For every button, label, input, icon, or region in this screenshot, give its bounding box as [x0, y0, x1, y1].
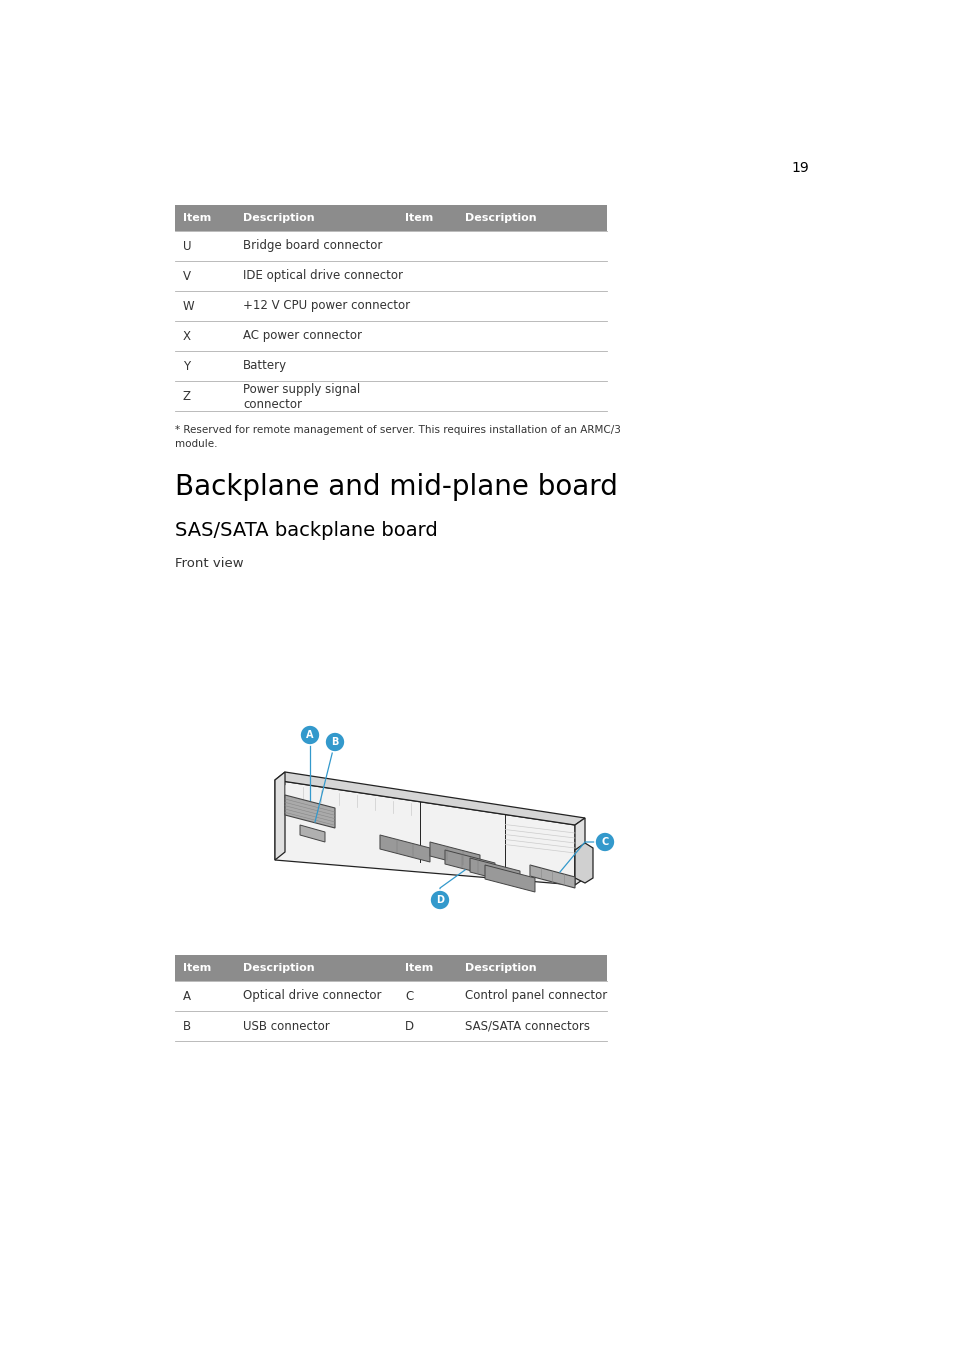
Polygon shape — [285, 794, 335, 828]
Polygon shape — [430, 842, 479, 869]
Text: Power supply signal: Power supply signal — [243, 384, 360, 396]
Text: W: W — [183, 300, 194, 312]
FancyBboxPatch shape — [174, 205, 606, 231]
FancyBboxPatch shape — [174, 955, 606, 981]
Polygon shape — [530, 865, 575, 888]
Text: Backplane and mid-plane board: Backplane and mid-plane board — [174, 473, 618, 501]
Text: Description: Description — [464, 213, 536, 223]
Text: Z: Z — [183, 389, 191, 403]
Text: Bridge board connector: Bridge board connector — [243, 239, 382, 253]
Text: U: U — [183, 239, 192, 253]
Text: AC power connector: AC power connector — [243, 330, 361, 343]
Polygon shape — [484, 865, 535, 892]
Circle shape — [325, 732, 345, 753]
Text: C: C — [405, 989, 413, 1002]
Text: D: D — [405, 1020, 414, 1032]
Text: Item: Item — [183, 213, 211, 223]
Text: C: C — [600, 838, 608, 847]
Text: IDE optical drive connector: IDE optical drive connector — [243, 269, 402, 282]
Polygon shape — [274, 780, 575, 885]
Text: 19: 19 — [790, 161, 808, 176]
Text: Description: Description — [464, 963, 536, 973]
Text: Control panel connector: Control panel connector — [464, 989, 607, 1002]
Text: +12 V CPU power connector: +12 V CPU power connector — [243, 300, 410, 312]
Polygon shape — [575, 843, 593, 884]
Text: B: B — [183, 1020, 191, 1032]
Text: Front view: Front view — [174, 557, 243, 570]
Text: V: V — [183, 269, 191, 282]
Text: * Reserved for remote management of server. This requires installation of an ARM: * Reserved for remote management of serv… — [174, 426, 620, 435]
Polygon shape — [299, 825, 325, 842]
Polygon shape — [470, 858, 519, 885]
Circle shape — [595, 832, 615, 852]
Text: Item: Item — [405, 963, 433, 973]
Text: Y: Y — [183, 359, 190, 373]
Text: A: A — [183, 989, 191, 1002]
Polygon shape — [274, 771, 285, 861]
Text: module.: module. — [174, 439, 217, 449]
Text: Item: Item — [405, 213, 433, 223]
Circle shape — [299, 725, 319, 744]
Text: A: A — [306, 730, 314, 740]
Text: B: B — [331, 738, 338, 747]
Polygon shape — [444, 850, 495, 877]
Text: Description: Description — [243, 963, 314, 973]
Text: connector: connector — [243, 397, 302, 411]
Text: SAS/SATA connectors: SAS/SATA connectors — [464, 1020, 589, 1032]
Circle shape — [430, 890, 450, 911]
Polygon shape — [379, 835, 430, 862]
Text: X: X — [183, 330, 191, 343]
Polygon shape — [575, 817, 584, 885]
Text: Battery: Battery — [243, 359, 287, 373]
Text: D: D — [436, 894, 443, 905]
Text: SAS/SATA backplane board: SAS/SATA backplane board — [174, 521, 437, 540]
Text: Item: Item — [183, 963, 211, 973]
Text: USB connector: USB connector — [243, 1020, 330, 1032]
Text: Optical drive connector: Optical drive connector — [243, 989, 381, 1002]
Polygon shape — [274, 771, 584, 825]
Text: Description: Description — [243, 213, 314, 223]
